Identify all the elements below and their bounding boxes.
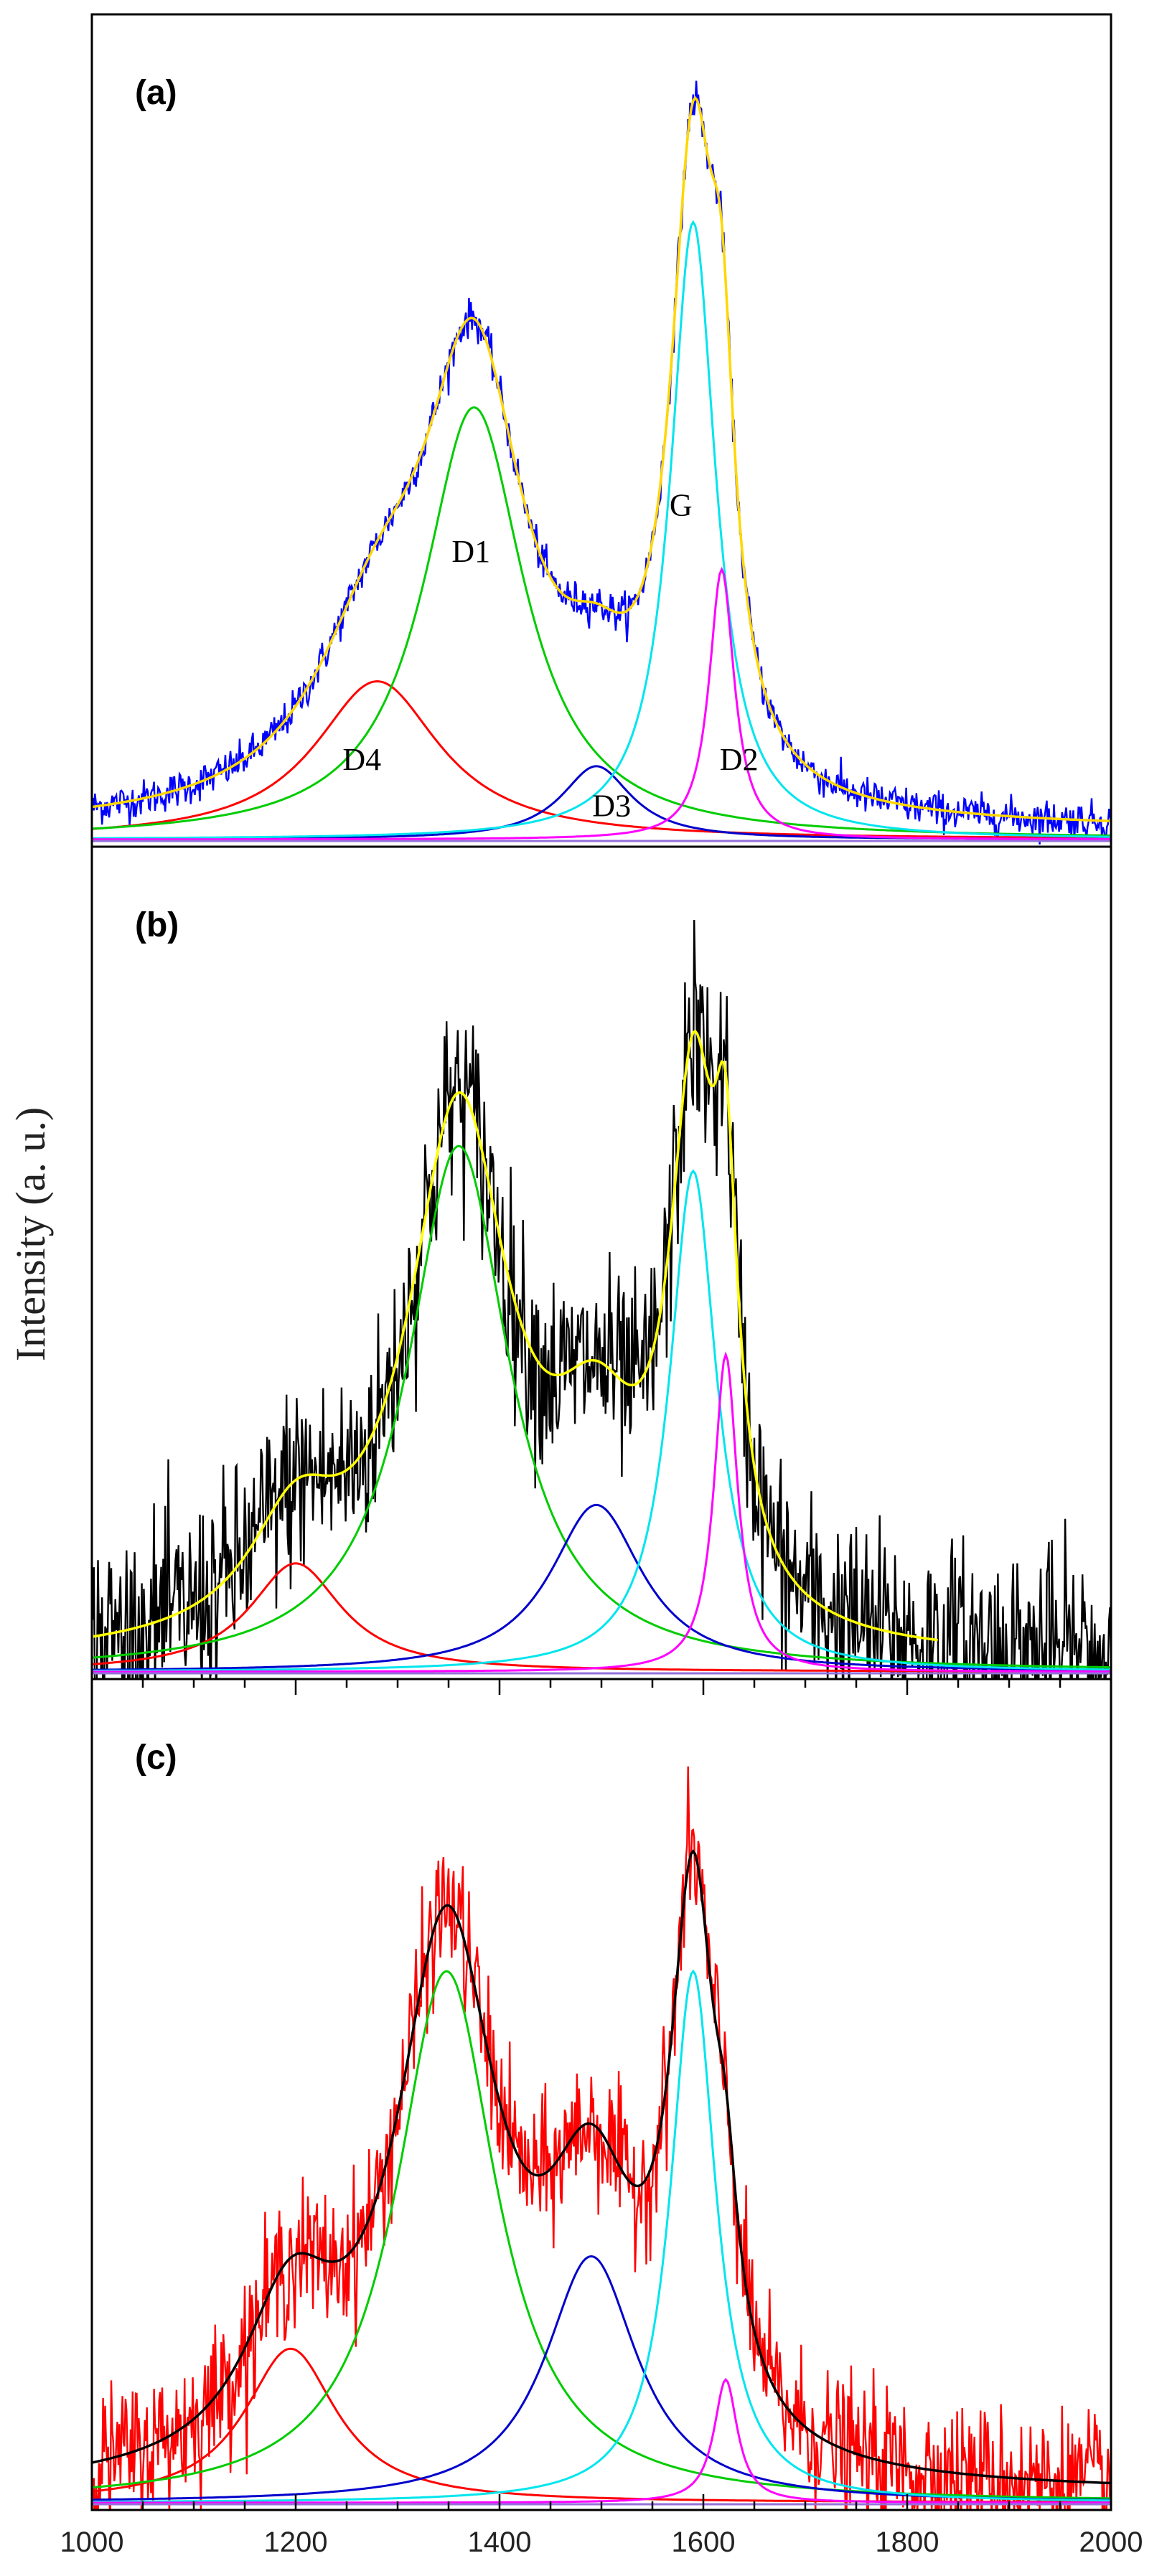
- y-axis-label: Intensity (a. u.): [7, 1107, 54, 1361]
- raw-spectrum-series: [92, 1766, 1111, 2510]
- peak-g-curve: [92, 220, 1111, 840]
- x-tick-label: 1800: [876, 2526, 939, 2558]
- peak-label-d3: D3: [592, 789, 631, 824]
- peak-d2-curve: [92, 2377, 1111, 2504]
- raw-spectrum-series: [92, 919, 1111, 1679]
- panel-0: (a) D1 D4 D3 G D2: [90, 13, 1112, 848]
- fit-envelope-series: [92, 1849, 1111, 2485]
- panel-label: (b): [135, 906, 179, 944]
- peak-g-curve: [92, 1969, 1111, 2503]
- panel-label: (c): [135, 1739, 177, 1777]
- panels: (a) D1 D4 D3 G D2 (b) (c): [90, 13, 1112, 2511]
- fit-envelope-series: [92, 95, 1111, 822]
- fit-envelope-series: [92, 1029, 938, 1642]
- x-axis: 1000 1200 1400 1600 1800 2000: [60, 1679, 1143, 2558]
- x-tick-label: 1600: [672, 2526, 736, 2558]
- raw-spectrum-series: [92, 80, 1111, 845]
- peak-label-g: G: [670, 487, 693, 522]
- peak-d3-curve: [92, 1503, 1111, 1671]
- peak-label-d4: D4: [342, 742, 381, 777]
- peak-d4-curve: [92, 680, 1111, 840]
- x-tick-label: 1200: [264, 2526, 328, 2558]
- peak-g-curve: [92, 1169, 1111, 1672]
- panel-plot-area: [92, 80, 1111, 845]
- x-tick-label: 1000: [60, 2526, 124, 2558]
- panel-2: (c): [90, 1678, 1112, 2511]
- peak-d2-curve: [92, 566, 1111, 841]
- peak-d1-curve: [92, 1144, 1111, 1669]
- peak-label-d1: D1: [451, 534, 490, 569]
- panel-1: (b): [90, 845, 1112, 1680]
- panel-plot-area: [92, 919, 1111, 1679]
- x-tick-label: 1400: [468, 2526, 532, 2558]
- peak-label-d2: D2: [720, 742, 759, 777]
- x-tick-label: 2000: [1079, 2526, 1143, 2558]
- peak-d1-curve: [92, 406, 1111, 837]
- panel-plot-area: [92, 1766, 1111, 2510]
- panel-label: (a): [135, 74, 177, 112]
- panel-frame: [90, 13, 1112, 848]
- panel-frame: [90, 1678, 1112, 2511]
- peak-d1-curve: [92, 1970, 1111, 2500]
- peak-d2-curve: [92, 1351, 1111, 1673]
